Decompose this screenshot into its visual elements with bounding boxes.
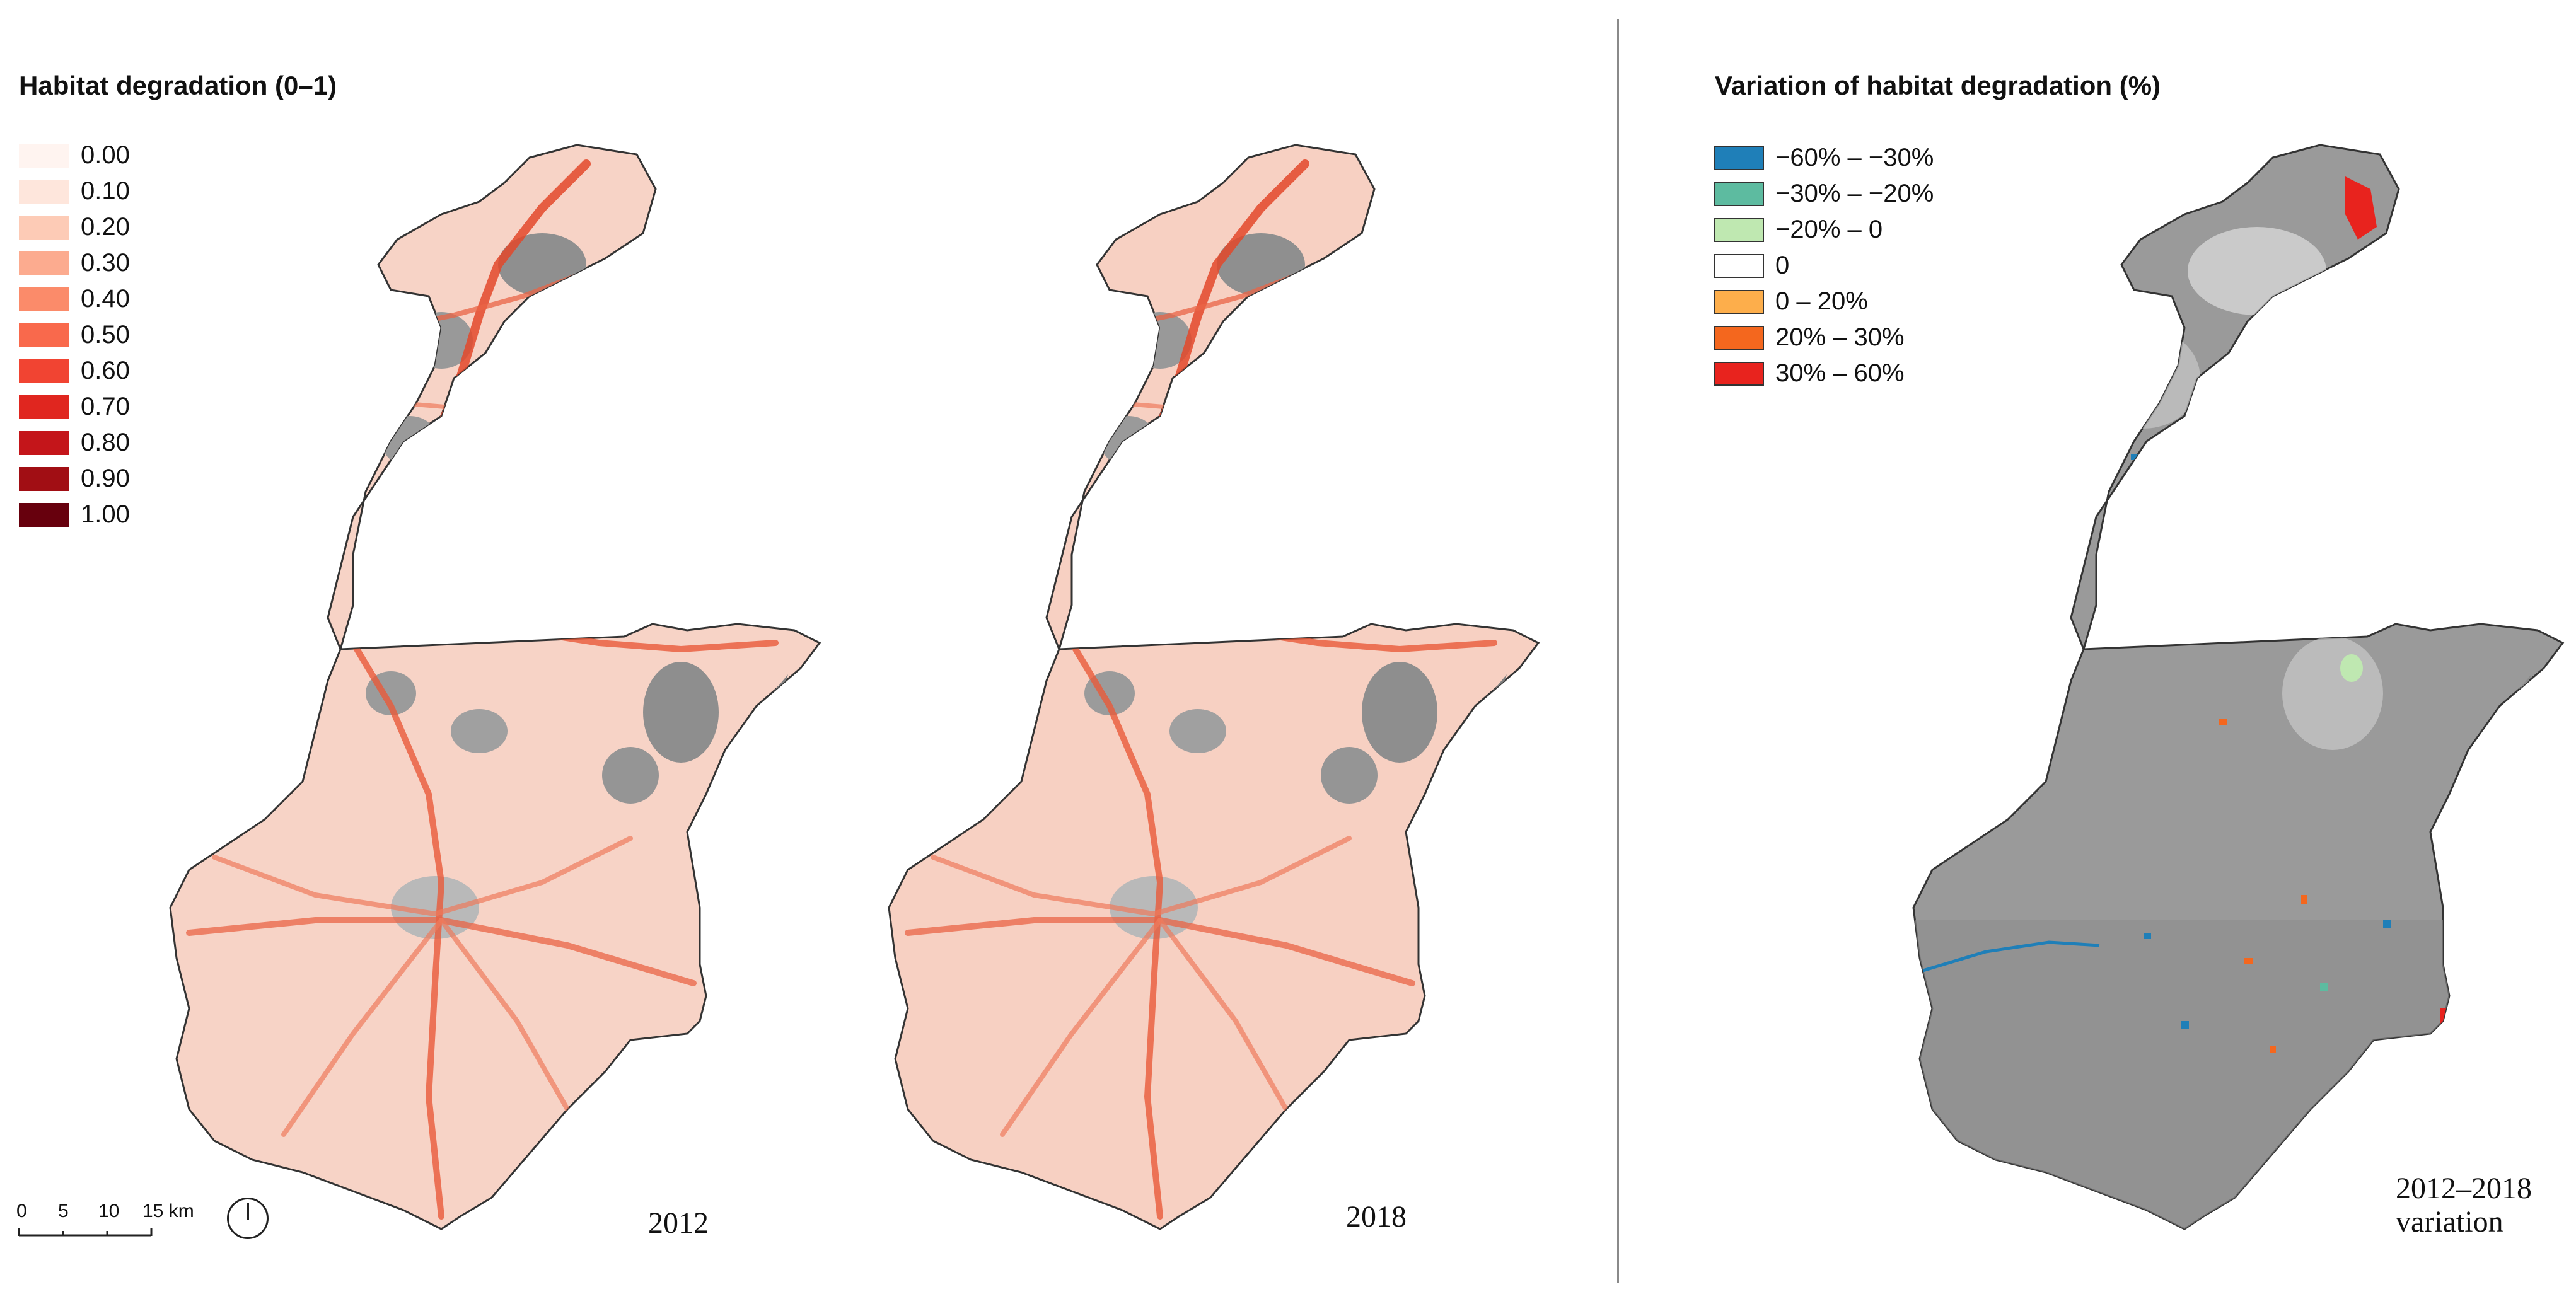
variation-legend-item: 20% – 30% <box>1714 320 1934 355</box>
map-label-2012: 2012 <box>648 1206 709 1240</box>
degradation-legend-label: 0.20 <box>81 213 130 241</box>
region-fill-2018 <box>888 144 1540 1230</box>
variation-legend-swatch <box>1714 146 1764 170</box>
degradation-legend-item: 0.50 <box>19 317 130 353</box>
degradation-legend-swatch <box>19 323 69 347</box>
map-2012 <box>169 144 821 1230</box>
degradation-legend-swatch <box>19 179 69 204</box>
scale-tick-0: 0 <box>16 1201 27 1221</box>
variation-legend-item: 0 – 20% <box>1714 284 1934 320</box>
variation-legend-swatch <box>1714 217 1764 242</box>
degradation-legend-label: 0.40 <box>81 285 130 313</box>
degradation-legend-swatch <box>19 251 69 275</box>
scale-bar: 0 5 10 15 km <box>16 1201 282 1257</box>
scale-tick-5: 5 <box>58 1201 69 1221</box>
panel-divider <box>1617 19 1619 1283</box>
degradation-legend-item: 0.10 <box>19 173 130 209</box>
degradation-legend-title: Habitat degradation (0–1) <box>19 71 337 100</box>
degradation-legend-label: 0.80 <box>81 429 130 456</box>
degradation-legend-swatch <box>19 395 69 419</box>
variation-legend-item: −60% – −30% <box>1714 140 1934 176</box>
variation-legend-label: −20% – 0 <box>1775 216 1883 243</box>
variation-legend-label: −60% – −30% <box>1775 144 1934 171</box>
degradation-legend-swatch <box>19 215 69 240</box>
variation-legend-item: 0 <box>1714 248 1934 284</box>
degradation-legend-item: 0.60 <box>19 353 130 389</box>
scale-tick-15: 15 km <box>142 1201 194 1221</box>
scale-bar-line <box>18 1228 153 1237</box>
variation-legend-label: −30% – −20% <box>1775 180 1934 207</box>
degradation-legend-item: 0.30 <box>19 245 130 281</box>
variation-legend-swatch <box>1714 325 1764 350</box>
map-2018 <box>888 144 1540 1230</box>
degradation-legend-swatch <box>19 359 69 383</box>
variation-legend-item: −30% – −20% <box>1714 176 1934 212</box>
degradation-legend-label: 0.30 <box>81 249 130 277</box>
variation-legend-swatch <box>1714 361 1764 386</box>
degradation-legend-label: 0.60 <box>81 357 130 384</box>
variation-legend-swatch <box>1714 182 1764 206</box>
degradation-legend-swatch <box>19 466 69 491</box>
degradation-legend-item: 0.00 <box>19 137 130 173</box>
degradation-legend-swatch <box>19 502 69 527</box>
degradation-legend-item: 0.20 <box>19 209 130 245</box>
degradation-legend-swatch <box>19 430 69 455</box>
degradation-legend-item: 0.80 <box>19 425 130 461</box>
degradation-legend-label: 0.00 <box>81 141 130 169</box>
variation-legend: −60% – −30% −30% – −20% −20% – 0 0 0 – 20% 20… <box>1714 140 1934 391</box>
degradation-legend-item: 0.90 <box>19 461 130 497</box>
variation-legend-label: 30% – 60% <box>1775 359 1905 387</box>
map-label-variation-line2: variation <box>2396 1204 2503 1238</box>
degradation-legend-label: 0.90 <box>81 465 130 492</box>
north-arrow-icon <box>227 1198 269 1239</box>
map-label-2018: 2018 <box>1346 1200 1407 1233</box>
degradation-legend: 0.00 0.10 0.20 0.30 0.40 0.50 0.60 0.70 0.80 0.90… <box>19 137 130 533</box>
variation-legend-title: Variation of habitat degradation (%) <box>1715 71 2161 100</box>
degradation-legend-label: 0.70 <box>81 393 130 420</box>
degradation-legend-item: 0.40 <box>19 281 130 317</box>
variation-legend-item: −20% – 0 <box>1714 212 1934 248</box>
map-variation <box>1912 144 2564 1230</box>
degradation-legend-item: 1.00 <box>19 497 130 533</box>
degradation-legend-item: 0.70 <box>19 389 130 425</box>
degradation-legend-swatch <box>19 143 69 168</box>
variation-legend-item: 30% – 60% <box>1714 355 1934 391</box>
degradation-legend-label: 0.50 <box>81 321 130 349</box>
variation-legend-swatch <box>1714 253 1764 278</box>
degradation-legend-swatch <box>19 287 69 311</box>
variation-legend-label: 20% – 30% <box>1775 323 1905 351</box>
map-label-variation-line1: 2012–2018 <box>2396 1172 2532 1205</box>
variation-legend-label: 0 – 20% <box>1775 287 1868 315</box>
variation-legend-swatch <box>1714 289 1764 314</box>
variation-legend-label: 0 <box>1775 251 1790 279</box>
degradation-legend-label: 0.10 <box>81 177 130 205</box>
scale-tick-10: 10 <box>98 1201 120 1221</box>
degradation-legend-label: 1.00 <box>81 500 130 528</box>
region-fill-2012 <box>169 144 821 1230</box>
map-label-variation: 2012–2018 variation <box>2396 1172 2532 1239</box>
